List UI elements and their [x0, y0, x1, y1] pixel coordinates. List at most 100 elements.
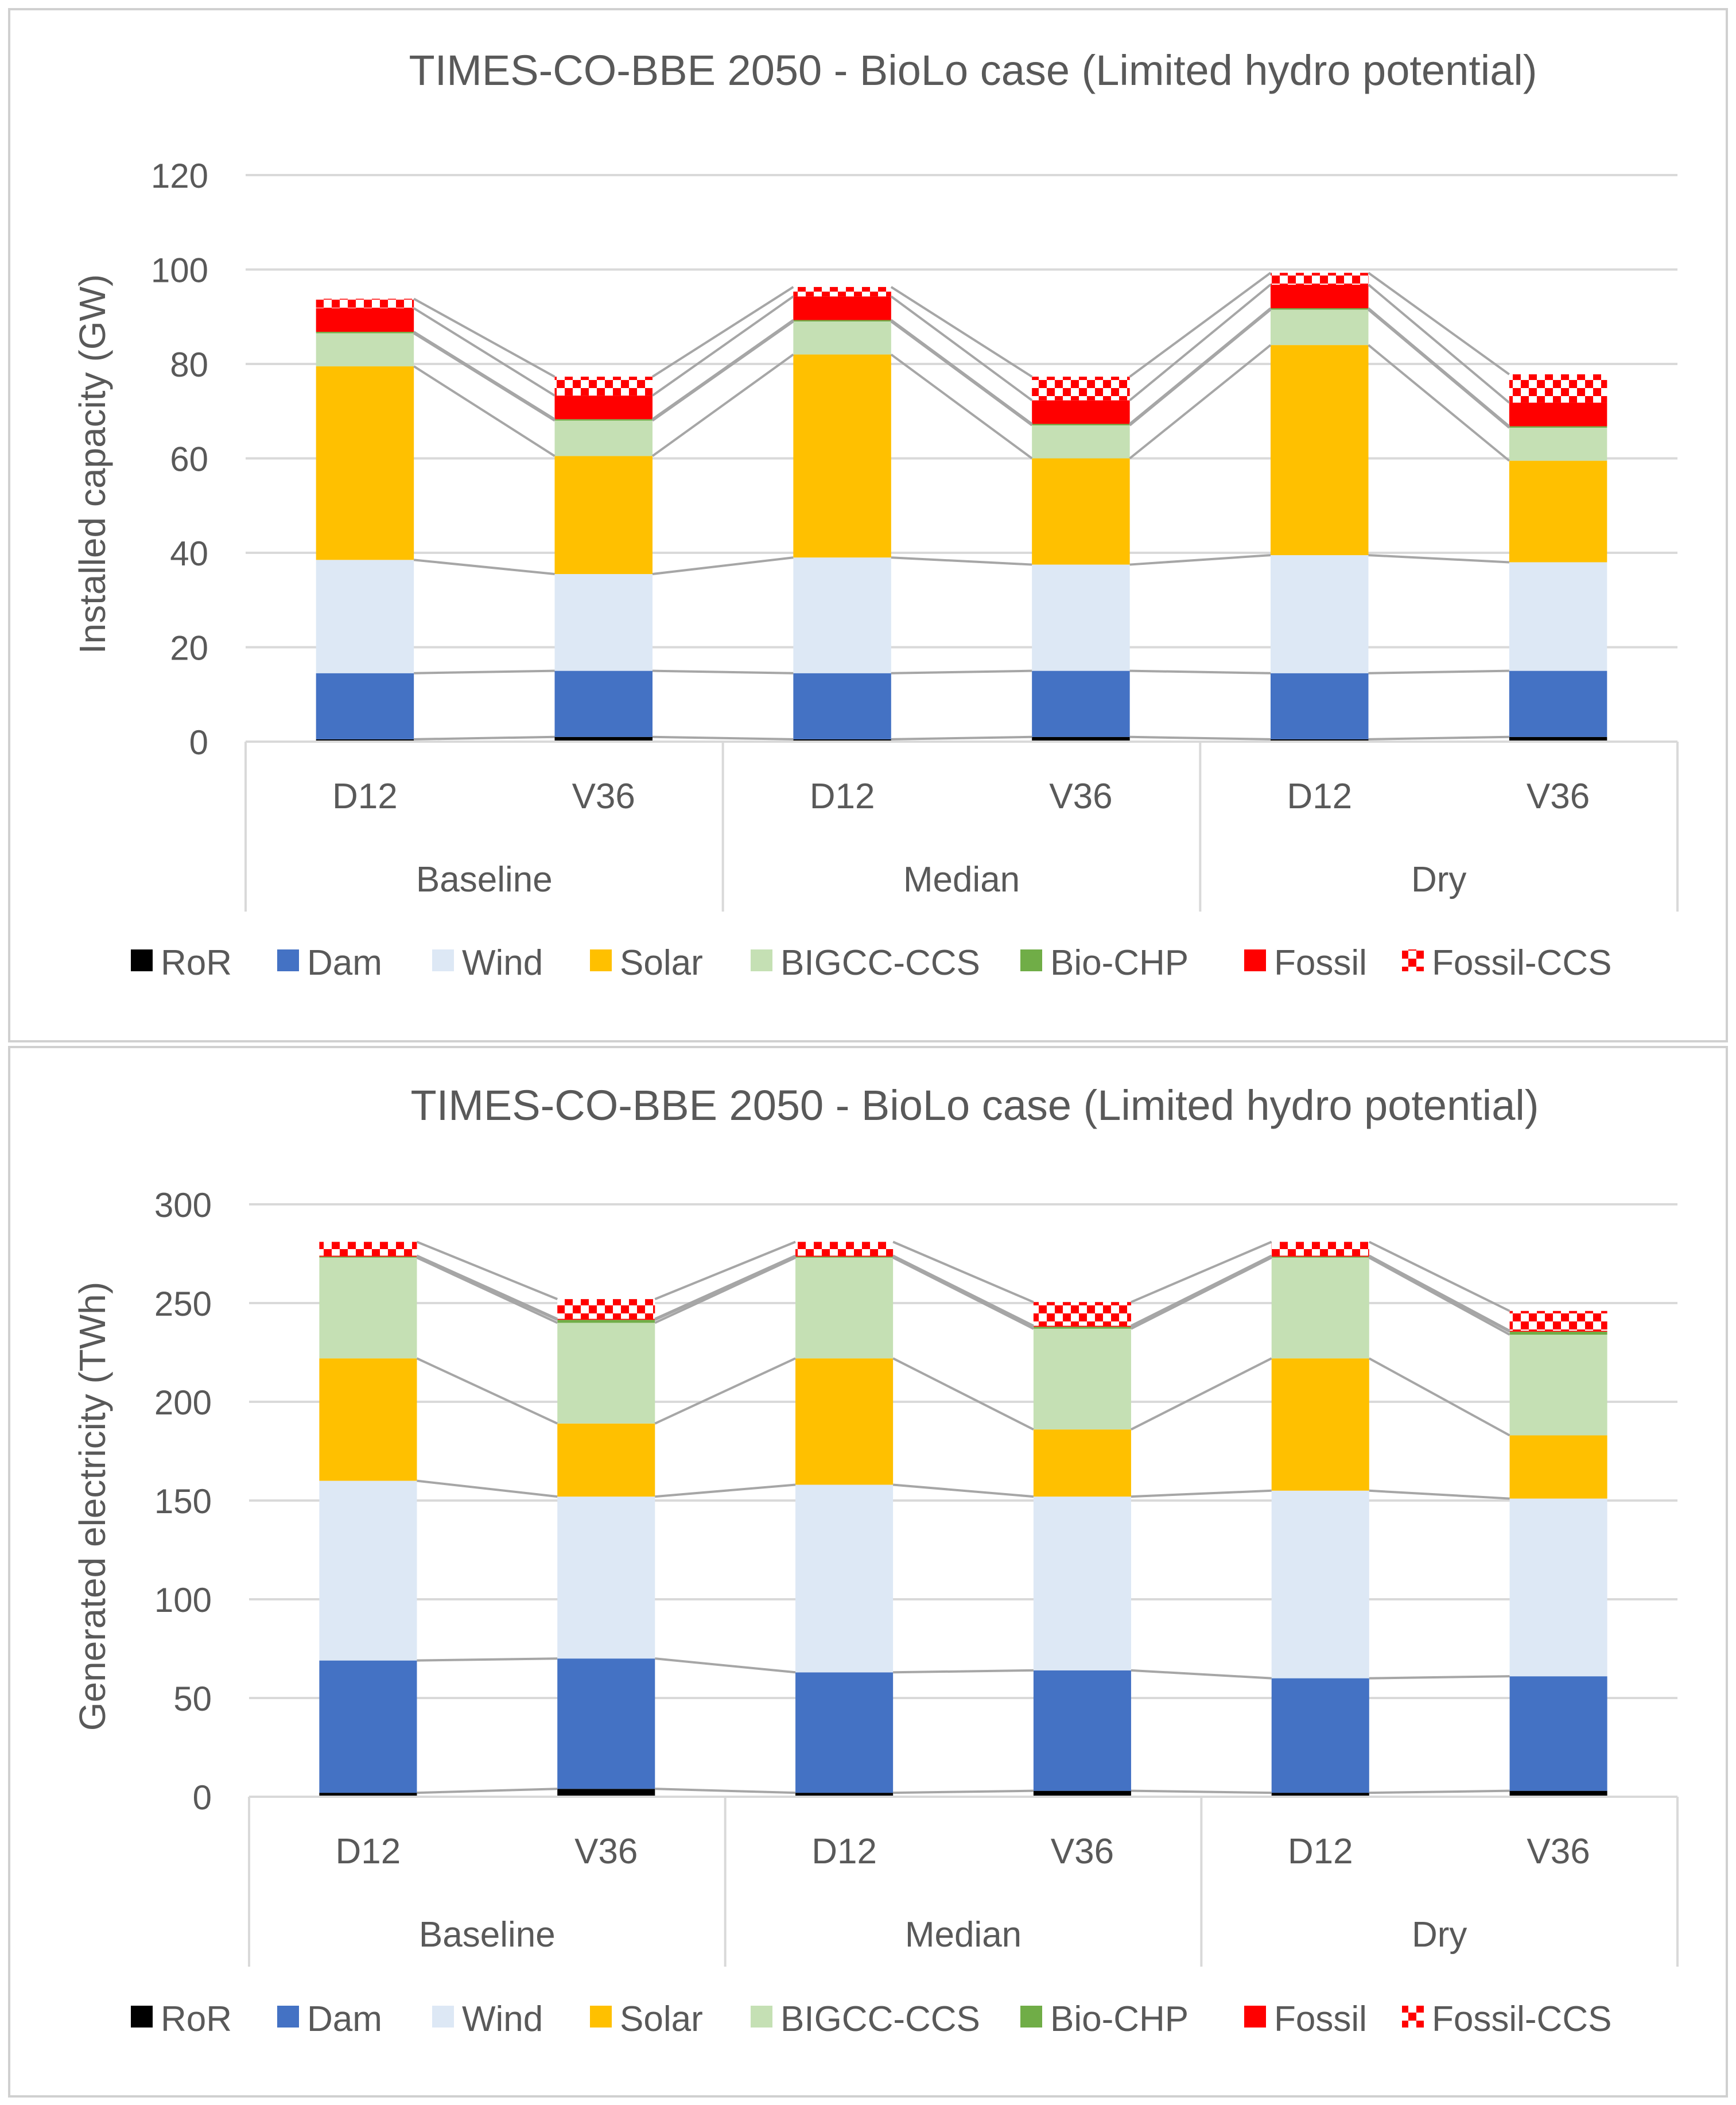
series-line-bio-chp-2	[890, 319, 1033, 425]
bar-bigcc-ccs-2	[793, 321, 891, 355]
legend-label-bigcc-ccs: BIGCC-CCS	[780, 943, 980, 983]
legend-swatch-fossil-ccs	[1402, 2006, 1424, 2028]
bar-ror-1	[554, 736, 653, 742]
x-tick-label-4: D12	[1287, 777, 1352, 816]
series-line-bio-chp-1	[651, 319, 794, 420]
bar-dam-5	[1509, 670, 1607, 737]
bar-wind-2	[795, 1484, 894, 1673]
legend-swatch-bio-chp	[1020, 949, 1042, 971]
bar-bigcc-ccs-4	[1271, 309, 1369, 346]
bar-bio-chp-5	[1509, 426, 1607, 428]
bar-fossil-5	[1509, 402, 1607, 427]
bar-bio-chp-3	[1032, 424, 1130, 425]
x-tick-label-1: V36	[574, 1832, 638, 1871]
bar-fossil-1	[557, 1319, 655, 1320]
series-line-solar-1	[654, 1357, 796, 1425]
series-line-dam-1	[652, 669, 794, 674]
bar-dam-1	[554, 670, 653, 737]
series-line-dam-2	[891, 669, 1032, 674]
legend-swatch-dam	[277, 949, 299, 971]
series-line-fossil-3	[1129, 284, 1272, 401]
bar-bigcc-ccs-2	[795, 1257, 894, 1359]
bar-bigcc-ccs-0	[319, 1257, 417, 1359]
bar-ror-4	[1271, 739, 1369, 742]
series-line-fossil-ccs-0	[413, 297, 556, 378]
series-line-fossil-ccs-4	[1368, 272, 1510, 375]
series-line-wind-3	[1129, 554, 1271, 566]
legend-item-fossil: Fossil	[1244, 943, 1367, 983]
group-label-baseline: Baseline	[419, 1915, 556, 1955]
x-tick-label-2: D12	[811, 1832, 877, 1871]
bar-fossil-4	[1271, 284, 1369, 308]
bar-fossil-0	[319, 1255, 417, 1257]
bar-fossil-ccs-0	[319, 1242, 417, 1256]
y-axis-label: Installed capacity (GW)	[72, 274, 113, 654]
bar-dam-3	[1033, 1670, 1131, 1791]
series-line-fossil-2	[892, 1254, 1034, 1327]
series-line-fossil-4	[1368, 1254, 1510, 1332]
bar-solar-5	[1509, 460, 1607, 563]
series-line-fossil-ccs-1	[651, 286, 794, 378]
series-line-wind-0	[417, 1479, 558, 1498]
series-line-dam-4	[1368, 669, 1509, 674]
bar-bio-chp-5	[1509, 1331, 1607, 1335]
series-line-dam-3	[1131, 1669, 1272, 1680]
series-line-solar-4	[1368, 344, 1510, 462]
y-tick-label-80: 80	[170, 346, 208, 384]
bar-wind-4	[1271, 1490, 1369, 1678]
y-tick-label-200: 200	[154, 1383, 212, 1422]
legend-swatch-bio-chp	[1020, 2006, 1042, 2028]
series-line-fossil-ccs-3	[1129, 272, 1272, 378]
y-tick-label-50: 50	[173, 1680, 212, 1718]
series-line-solar-1	[651, 353, 794, 458]
legend-label-dam: Dam	[307, 1999, 382, 2039]
bar-wind-1	[557, 1497, 655, 1659]
legend-label-fossil: Fossil	[1274, 943, 1367, 983]
bar-wind-5	[1509, 562, 1607, 671]
bar-fossil-ccs-4	[1271, 273, 1369, 285]
series-line-dam-0	[417, 1657, 558, 1662]
bar-dam-0	[319, 1660, 417, 1793]
legend-item-ror: RoR	[131, 1999, 232, 2039]
y-axis-label: Generated electricity (TWh)	[72, 1282, 113, 1731]
bar-dam-5	[1509, 1676, 1607, 1791]
bar-solar-1	[557, 1423, 655, 1497]
series-line-fossil-1	[654, 1254, 796, 1320]
y-tick-label-20: 20	[170, 629, 208, 668]
bar-fossil-3	[1033, 1325, 1131, 1327]
series-line-bio-chp-0	[413, 331, 556, 420]
y-tick-label-300: 300	[154, 1186, 212, 1224]
series-line-bio-chp-4	[1368, 307, 1510, 428]
series-line-wind-2	[891, 556, 1032, 566]
series-line-ror-1	[652, 735, 794, 741]
legend-item-fossil-ccs: Fossil-CCS	[1402, 943, 1611, 983]
bar-bigcc-ccs-1	[557, 1323, 655, 1424]
x-tick-label-2: D12	[810, 777, 875, 816]
legend-item-wind: Wind	[432, 943, 543, 983]
bar-wind-0	[319, 1480, 417, 1661]
bar-fossil-2	[793, 296, 891, 320]
legend-label-solar: Solar	[620, 1999, 703, 2039]
y-tick-label-150: 150	[154, 1482, 212, 1521]
x-tick-label-3: V36	[1049, 777, 1112, 816]
legend-item-dam: Dam	[277, 1999, 382, 2039]
series-line-fossil-ccs-0	[416, 1240, 558, 1300]
bar-dam-2	[793, 673, 891, 739]
series-line-solar-0	[413, 365, 556, 458]
bar-fossil-ccs-5	[1509, 374, 1607, 403]
bar-fossil-1	[554, 396, 653, 420]
x-tick-label-4: D12	[1288, 1832, 1353, 1871]
series-line-fossil-ccs-1	[654, 1240, 796, 1300]
series-line-fossil-ccs-2	[892, 1240, 1034, 1304]
series-line-dam-0	[414, 669, 555, 674]
series-line-bigcc-ccs-1	[651, 320, 794, 422]
legend-swatch-fossil	[1244, 949, 1266, 971]
bar-solar-5	[1509, 1435, 1607, 1499]
bar-fossil-ccs-0	[316, 299, 414, 308]
group-label-baseline: Baseline	[416, 860, 553, 900]
series-line-solar-3	[1129, 344, 1272, 460]
bar-bio-chp-0	[319, 1257, 417, 1258]
generation-chart-frame: TIMES-CO-BBE 2050 - BioLo case (Limited …	[8, 1046, 1728, 2098]
legend-label-wind: Wind	[462, 1999, 543, 2039]
series-line-fossil-ccs-2	[890, 286, 1033, 378]
